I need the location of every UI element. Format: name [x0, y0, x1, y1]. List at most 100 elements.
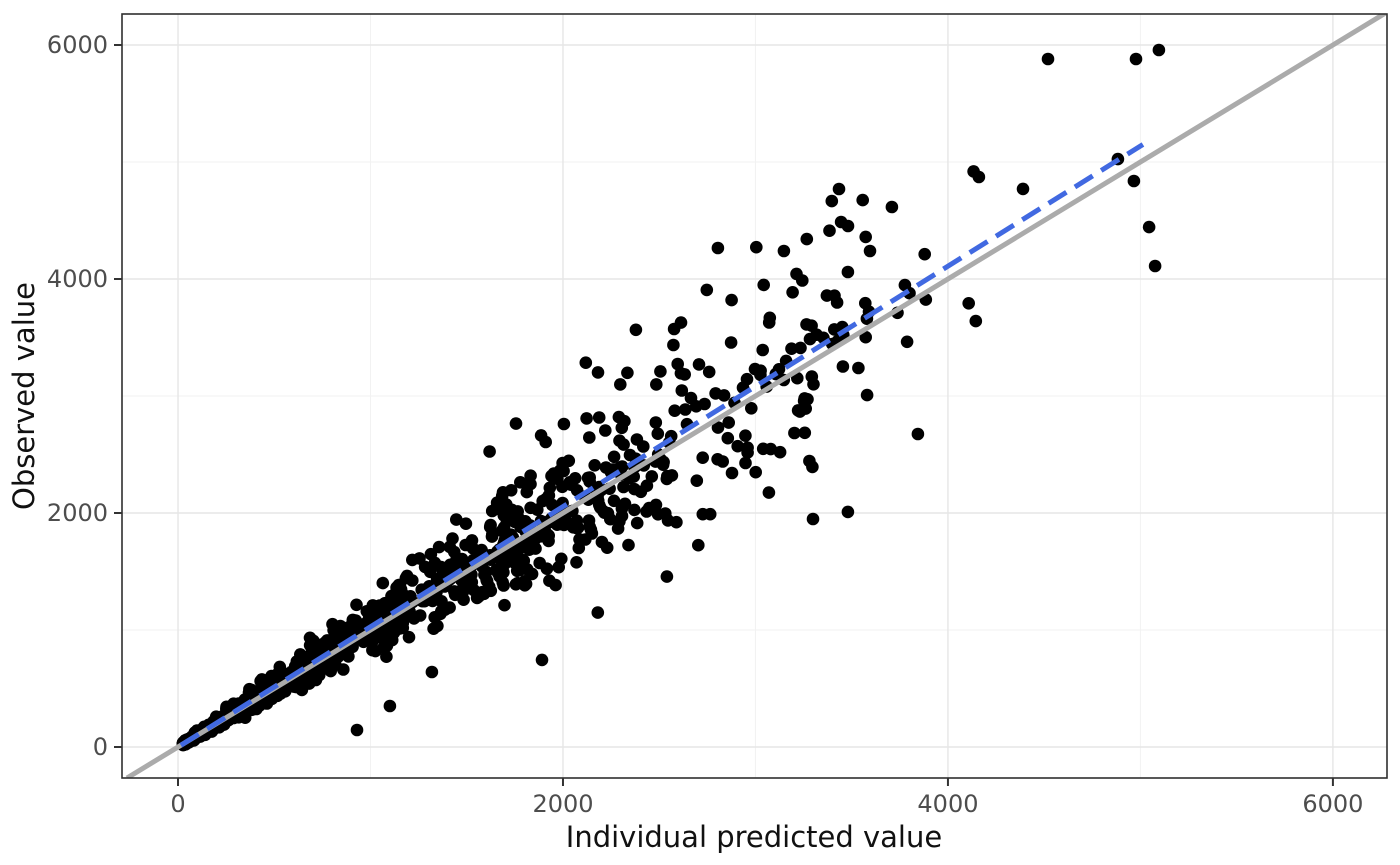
data-point	[306, 640, 320, 654]
data-point	[803, 454, 816, 468]
data-point	[531, 503, 544, 516]
data-point	[497, 579, 510, 592]
data-point	[741, 446, 754, 459]
regression-fit-line	[179, 142, 1145, 748]
data-point	[674, 316, 688, 329]
data-point	[380, 639, 394, 653]
data-point	[497, 566, 510, 579]
data-point	[424, 547, 438, 561]
data-point	[446, 532, 459, 545]
data-point	[514, 476, 527, 489]
data-point	[900, 335, 914, 349]
data-point	[674, 367, 688, 380]
data-point	[1127, 174, 1141, 188]
data-point	[614, 378, 627, 391]
data-point	[584, 523, 598, 536]
data-point	[425, 665, 439, 679]
data-point	[513, 563, 526, 577]
y-tick-label: 2000	[47, 499, 108, 527]
data-point	[690, 474, 704, 488]
data-point	[807, 378, 820, 391]
data-point	[700, 283, 714, 297]
data-point	[820, 289, 834, 302]
data-point	[350, 723, 364, 737]
data-point	[885, 200, 899, 214]
data-point	[692, 538, 705, 552]
data-point	[324, 638, 338, 651]
data-point	[427, 622, 440, 635]
data-point	[725, 466, 739, 480]
data-point	[762, 486, 776, 499]
data-point	[642, 501, 656, 515]
data-point	[534, 429, 548, 442]
data-point	[400, 569, 414, 583]
x-axis-title: Individual predicted value	[566, 820, 942, 854]
gridlines-major	[122, 14, 1387, 778]
data-point	[480, 574, 494, 588]
data-point	[1152, 43, 1166, 57]
data-point	[486, 528, 499, 541]
identity-line	[125, 14, 1387, 778]
data-point	[337, 663, 350, 676]
data-point	[806, 512, 820, 526]
y-axis-title: Observed value	[7, 282, 41, 510]
data-point	[724, 336, 738, 349]
data-point	[524, 469, 537, 483]
data-point	[392, 578, 406, 592]
data-point	[852, 361, 865, 375]
data-point	[832, 182, 846, 196]
data-point	[841, 265, 855, 279]
data-point	[383, 699, 397, 713]
data-point	[413, 609, 427, 622]
data-point	[645, 470, 659, 483]
data-point	[830, 296, 844, 309]
data-point	[423, 565, 437, 579]
data-point	[543, 574, 556, 587]
data-point	[757, 278, 770, 292]
data-point	[571, 521, 585, 534]
data-point	[856, 193, 869, 207]
data-point	[588, 459, 601, 472]
panel-border	[121, 13, 1388, 779]
data-point	[860, 388, 874, 402]
data-point	[748, 362, 762, 376]
data-point	[660, 472, 674, 486]
data-point	[749, 465, 762, 479]
data-point	[651, 427, 665, 441]
data-point	[972, 170, 986, 184]
data-point	[543, 481, 557, 495]
data-point	[450, 513, 463, 526]
data-point	[579, 356, 593, 370]
data-point	[1041, 52, 1055, 66]
data-point	[859, 330, 872, 344]
data-point	[630, 516, 644, 530]
data-point	[717, 389, 731, 402]
x-axis-ticks: 0 2000 4000 6000	[170, 778, 1363, 818]
data-point	[350, 598, 363, 612]
data-point	[563, 476, 576, 489]
data-point	[406, 553, 419, 567]
data-point	[1142, 220, 1156, 234]
data-point	[495, 524, 509, 538]
data-point	[495, 554, 509, 567]
data-point	[607, 450, 621, 464]
data-point	[777, 244, 791, 258]
data-point	[570, 556, 583, 569]
data-point	[668, 404, 681, 418]
data-point	[498, 598, 511, 612]
data-point	[969, 314, 983, 328]
data-point	[621, 366, 634, 380]
data-point	[667, 338, 680, 352]
data-point	[583, 431, 596, 444]
data-point	[763, 311, 777, 325]
data-point	[366, 643, 379, 657]
data-point	[542, 529, 555, 542]
data-point	[859, 230, 872, 244]
data-layer	[125, 14, 1387, 778]
data-point	[696, 451, 709, 465]
data-point	[618, 497, 632, 511]
data-point	[863, 244, 877, 258]
data-point	[376, 576, 390, 590]
data-point	[756, 343, 769, 357]
y-tick-label: 0	[93, 733, 108, 761]
